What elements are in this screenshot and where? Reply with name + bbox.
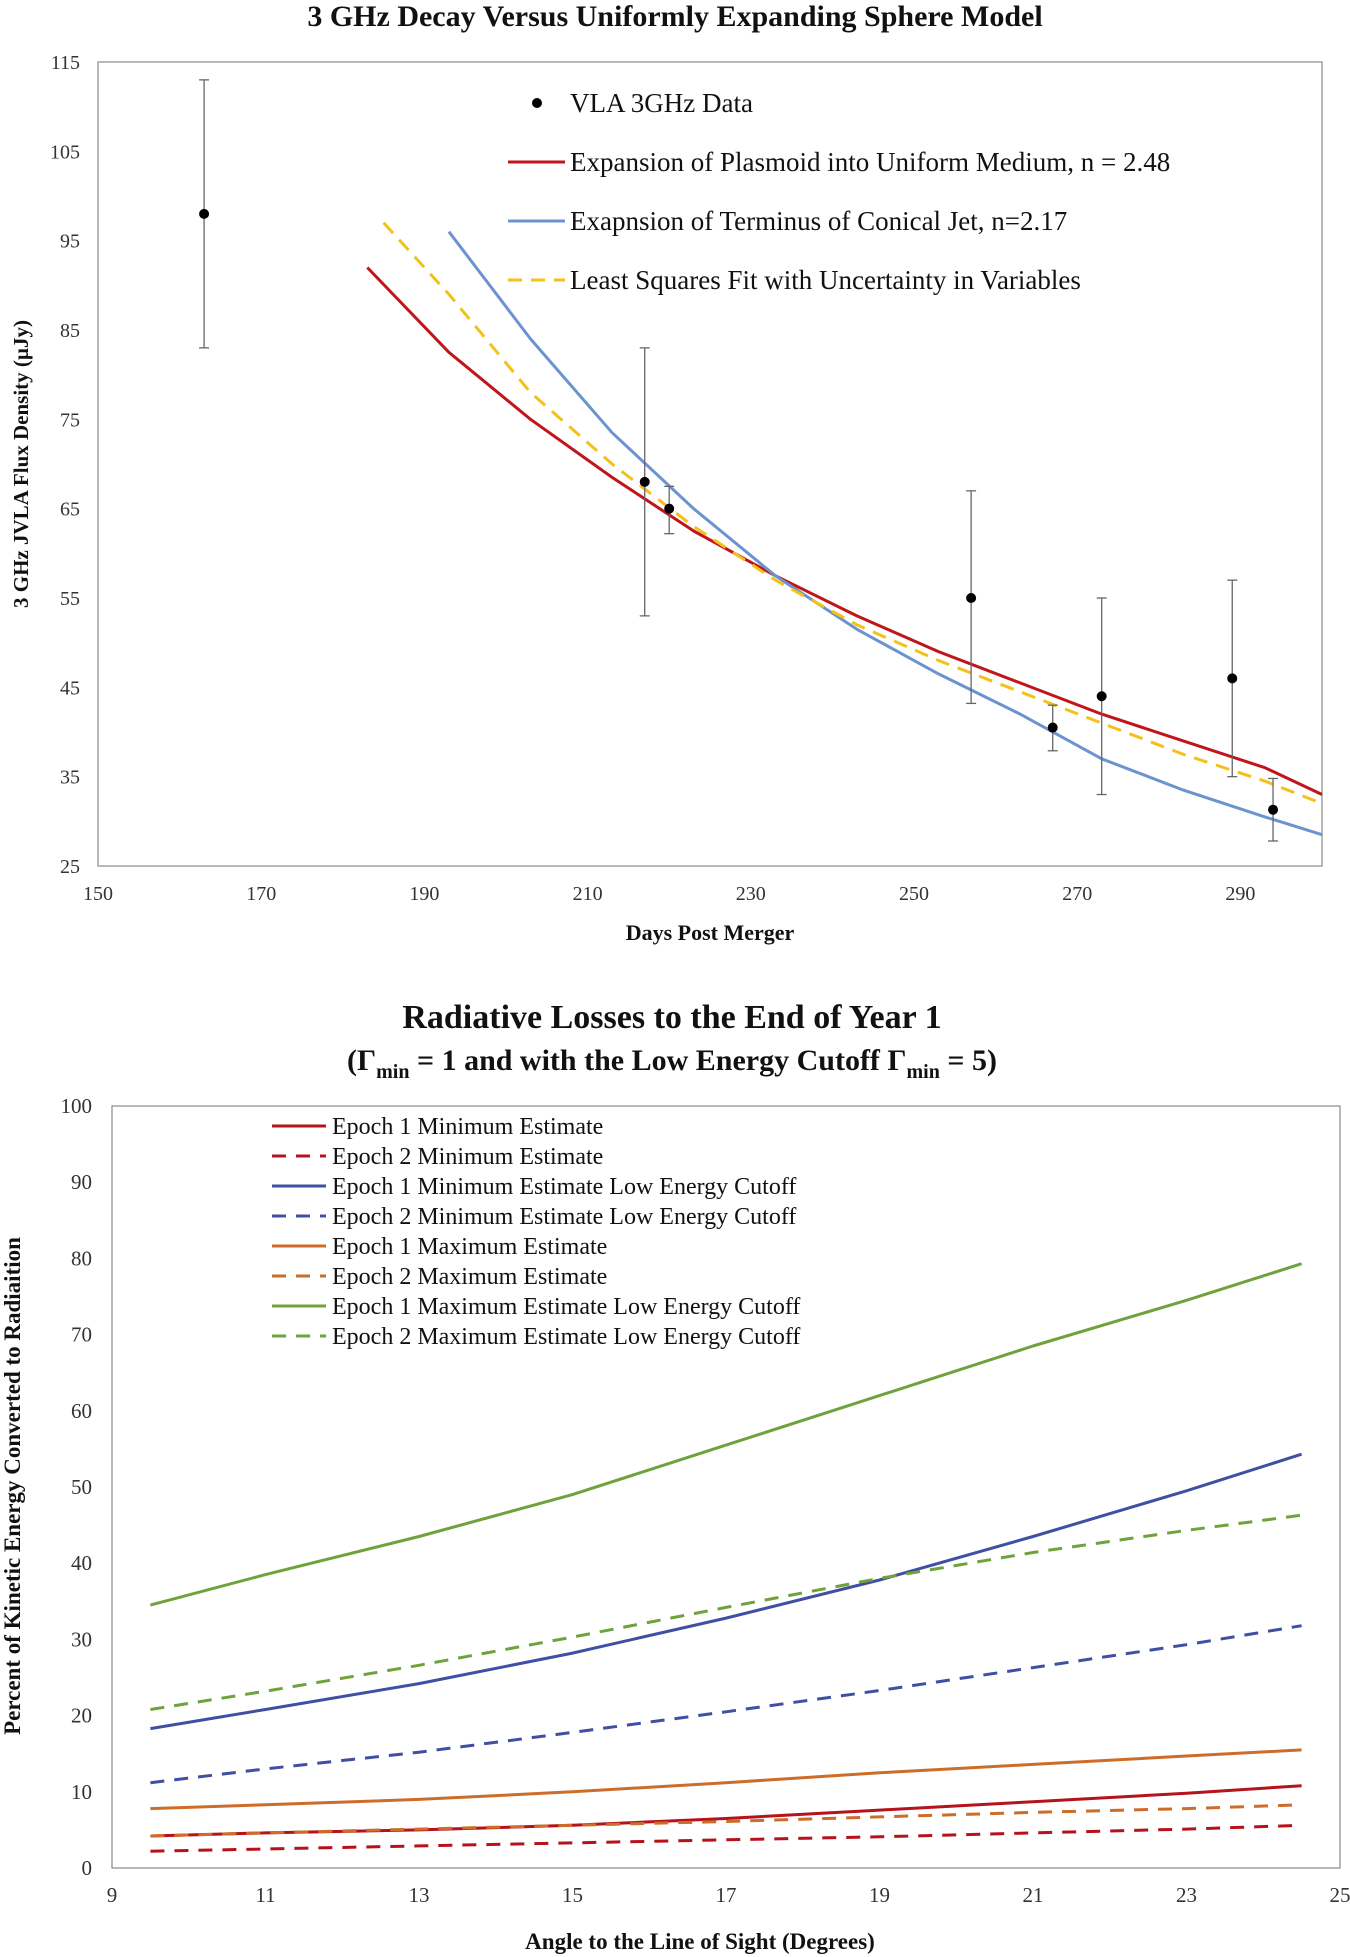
chart-2-legend-label: Epoch 2 Maximum Estimate Low Energy Cuto… [332,1324,800,1350]
chart-2-series-line [150,1748,1302,1811]
chart-2-xtick-label: 9 [107,1883,118,1907]
chart-1-legend-marker [532,98,542,108]
chart-2-ytick-label: 0 [82,1856,93,1880]
chart-2-ytick-label: 100 [61,1094,93,1118]
chart-2-legend-label: Epoch 2 Maximum Estimate [332,1264,607,1290]
chart-2-legend: Epoch 1 Minimum Estimate Epoch 2 Minimum … [272,1114,800,1350]
chart-2-legend-label: Epoch 1 Minimum Estimate Low Energy Cuto… [332,1174,796,1200]
chart-2-xtick-label: 11 [255,1883,275,1907]
chart-2-plot-area [111,1105,1341,1869]
chart-2-ytick-label: 70 [71,1323,92,1347]
chart-1-ytick-label: 75 [60,409,80,431]
chart-2-ytick-label: 60 [71,1399,92,1423]
chart-1-data-point [1268,804,1279,815]
chart-2-xlabel: Angle to the Line of Sight (Degrees) [525,1929,875,1954]
chart-1-lines [366,221,1323,837]
chart-1-data-point [1047,722,1058,733]
chart-2-legend-label: Epoch 1 Maximum Estimate Low Energy Cuto… [332,1294,800,1320]
chart-1-ytick-label: 115 [51,52,80,74]
chart-2-legend-label: Epoch 2 Minimum Estimate Low Energy Cuto… [332,1204,796,1230]
chart-2-xtick-label: 21 [1023,1883,1044,1907]
chart-2-subtitle-part-b: = 1 and with the Low Energy Cutoff Γ [409,1044,906,1077]
chart-2-ytick-label: 90 [71,1170,92,1194]
chart-2-series-line [150,1784,1302,1838]
chart-1-legend-label: Exapnsion of Terminus of Conical Jet, n=… [570,206,1067,236]
chart-2-title: Radiative Losses to the End of Year 1 [402,999,941,1036]
chart-2-legend-label: Epoch 1 Minimum Estimate [332,1114,603,1140]
chart-1-ytick-label: 35 [60,767,80,789]
chart-2-ticks: 9 11 13 15 17 19 21 23 25 0 10 20 30 40 50 60 70 80 90 100 [61,1094,1350,1907]
chart-2-xtick-label: 23 [1176,1883,1197,1907]
chart-2-ylabel: Percent of Kinetic Energy Converted to R… [0,1237,25,1735]
chart-2-ytick-label: 20 [71,1704,92,1728]
chart-2-xtick-label: 13 [409,1883,430,1907]
chart-1-xtick-label: 230 [736,883,766,905]
chart-1-series-line [366,266,1323,796]
chart-2-xtick-label: 17 [716,1883,737,1907]
chart-1-xtick-label: 150 [83,883,113,905]
chart-2: Radiative Losses to the End of Year 1 (Γ… [0,999,1350,1954]
chart-1: 3 GHz Decay Versus Uniformly Expanding S… [9,0,1323,945]
chart-2-series-line [150,1452,1303,1731]
chart-1-ytick-label: 95 [60,231,80,253]
chart-1-title: 3 GHz Decay Versus Uniformly Expanding S… [307,0,1042,33]
chart-1-xlabel: Days Post Merger [626,920,795,945]
chart-1-legend-label: Least Squares Fit with Uncertainty in Va… [570,265,1081,295]
chart-1-xtick-label: 190 [409,883,439,905]
chart-1-data-point [1227,673,1238,684]
chart-1-ytick-label: 25 [60,856,80,878]
chart-1-data-point [966,593,977,603]
chart-2-legend-label: Epoch 1 Maximum Estimate [332,1234,607,1260]
chart-1-data-point [199,208,210,219]
chart-1-data-point [1096,691,1107,702]
chart-2-ytick-label: 10 [71,1780,92,1804]
chart-2-subtitle-sub-b: min [907,1061,940,1083]
chart-1-series-line [447,230,1323,837]
chart-1-ylabel: 3 GHz JVLA Flux Density (µJy) [9,320,33,608]
chart-2-lines [150,1262,1303,1853]
chart-1-ytick-label: 45 [60,677,80,699]
chart-1-ytick-label: 105 [50,141,80,163]
chart-1-data-point [664,503,675,514]
chart-1-ytick-label: 55 [60,588,80,610]
chart-1-legend-label: Expansion of Plasmoid into Uniform Mediu… [570,147,1170,177]
chart-1-points [199,79,1279,842]
chart-1-plot-area [97,61,1323,867]
chart-1-ytick-label: 65 [60,499,80,521]
chart-2-subtitle-sub-a: min [376,1061,409,1083]
chart-2-ytick-label: 30 [71,1627,92,1651]
chart-2-xtick-label: 19 [869,1883,890,1907]
chart-2-series-line [150,1803,1302,1838]
chart-1-data-point [639,476,650,487]
chart-1-xtick-label: 250 [899,883,929,905]
chart-2-series-line [150,1624,1302,1785]
chart-1-ytick-label: 85 [60,320,80,342]
chart-2-legend-label: Epoch 2 Minimum Estimate [332,1144,603,1170]
chart-2-series-line [150,1823,1302,1853]
chart-2-subtitle-part-a: (Γ [347,1044,376,1077]
chart-1-series-line [382,221,1323,805]
chart-1-xtick-label: 170 [246,883,276,905]
chart-2-xtick-label: 25 [1330,1883,1350,1907]
chart-1-xtick-label: 210 [573,883,603,905]
chart-2-subtitle: (Γmin = 1 and with the Low Energy Cutoff… [347,1044,997,1083]
chart-2-series-line [150,1262,1303,1607]
chart-2-xtick-label: 15 [562,1883,583,1907]
chart-1-ticks: 150 170 190 210 230 250 270 290 25 35 45 55 65 75 85 95… [50,52,1255,905]
chart-1-xtick-label: 270 [1062,883,1092,905]
chart-2-ytick-label: 40 [71,1551,92,1575]
chart-2-subtitle-part-c: = 5) [940,1044,997,1077]
chart-2-ytick-label: 80 [71,1246,92,1270]
chart-2-ytick-label: 50 [71,1475,92,1499]
chart-1-legend: VLA 3GHz Data Expansion of Plasmoid into … [508,88,1170,295]
chart-2-series-line [150,1513,1302,1711]
chart-1-legend-label: VLA 3GHz Data [570,88,753,118]
chart-1-xtick-label: 290 [1225,883,1255,905]
